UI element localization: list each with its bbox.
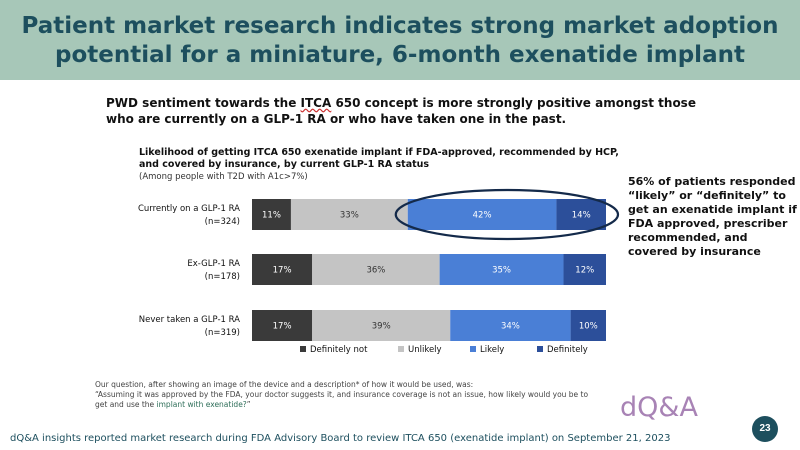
footnote-end: ” (246, 400, 251, 409)
highlight-ellipse (394, 188, 620, 241)
data-label: 14% (572, 211, 591, 221)
bar-segment (252, 254, 313, 285)
bar-segment (312, 254, 440, 285)
bar-segment (556, 199, 606, 230)
legend-label: Definitely (547, 345, 588, 355)
data-label: 17% (273, 322, 292, 332)
bar-segment (407, 199, 557, 230)
bar-segment (563, 254, 606, 285)
category-label: Never taken a GLP-1 RA (139, 315, 240, 325)
page-number-badge: 23 (752, 416, 778, 442)
data-label: 39% (372, 322, 391, 332)
title-banner (0, 0, 800, 80)
legend-label: Likely (480, 345, 504, 355)
data-label: 34% (501, 322, 520, 332)
category-n-label: (n=319) (205, 328, 240, 338)
bar-segment (312, 310, 451, 341)
legend-swatch (470, 346, 476, 352)
bar-segment (290, 199, 408, 230)
category-n-label: (n=178) (205, 272, 240, 282)
legend-swatch (398, 346, 404, 352)
category-n-label: (n=324) (205, 217, 240, 227)
footnote-question: “Assuming it was approved by the FDA, yo… (95, 390, 589, 409)
legend-label: Definitely not (310, 345, 368, 355)
data-label: 36% (366, 266, 385, 276)
category-label: Ex-GLP-1 RA (187, 259, 240, 269)
footnote-line-1: Our question, after showing an image of … (95, 380, 474, 389)
data-label: 33% (340, 211, 359, 221)
chart-title: Likelihood of getting ITCA 650 exenatide… (139, 147, 619, 170)
slide-title: Patient market research indicates strong… (21, 13, 779, 68)
footnote: Our question, after showing an image of … (95, 380, 595, 410)
data-label: 35% (492, 266, 511, 276)
data-label: 11% (262, 211, 281, 221)
data-label: 17% (273, 266, 292, 276)
callout-text: 56% of patients responded “likely” or “d… (628, 175, 797, 258)
footer-source: dQ&A insights reported market research d… (10, 433, 671, 444)
bar-segment (439, 254, 564, 285)
dqa-logo: dQ&A (620, 392, 698, 423)
bar-segment (570, 310, 606, 341)
footnote-highlight: implant with exenatide? (156, 400, 247, 409)
headline-post: 650 concept is more strongly positive am… (106, 96, 696, 126)
data-label: 42% (473, 211, 492, 221)
legend-swatch (537, 346, 543, 352)
headline-pre: PWD sentiment towards the (106, 96, 301, 110)
footnote-line-2: “Assuming it was approved by the FDA, yo… (95, 390, 595, 410)
bar-segment (252, 310, 313, 341)
legend-label: Unlikely (408, 345, 442, 355)
headline: PWD sentiment towards the ITCA 650 conce… (106, 95, 706, 127)
data-label: 10% (579, 322, 598, 332)
bar-segment (450, 310, 571, 341)
headline-term: ITCA (300, 96, 332, 110)
bar-segment (252, 199, 291, 230)
data-label: 12% (575, 266, 594, 276)
category-label: Currently on a GLP-1 RA (138, 204, 240, 214)
legend-swatch (300, 346, 306, 352)
chart-subtitle: (Among people with T2D with A1c>7%) (139, 172, 308, 182)
